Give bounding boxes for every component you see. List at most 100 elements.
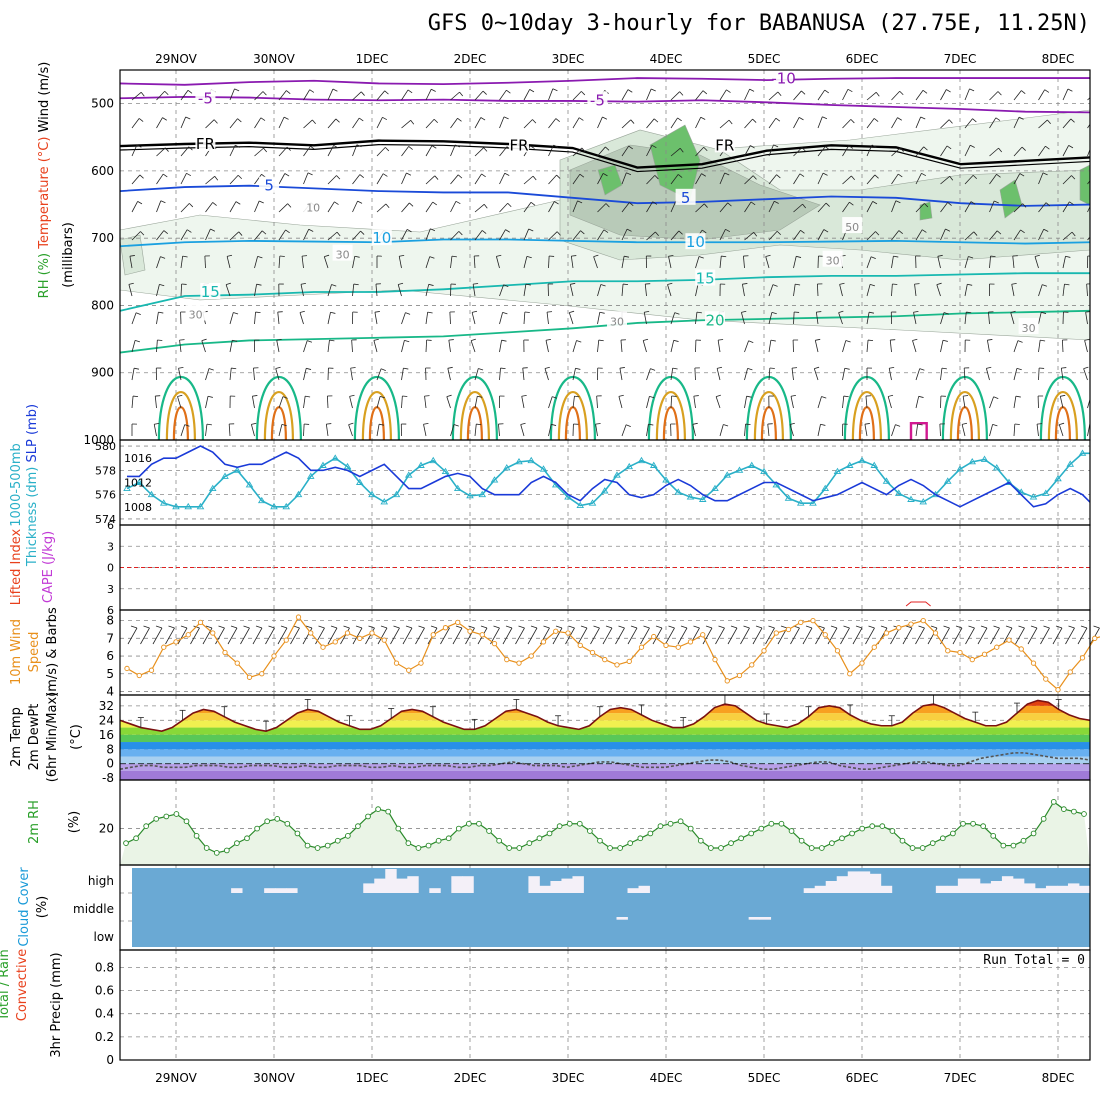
thickness-point [123, 484, 131, 492]
wind-barb-flag [1071, 231, 1076, 237]
thickness-point [1054, 474, 1062, 482]
cloud-mid-bar [759, 917, 772, 920]
wind-barb [498, 424, 500, 437]
rh-point [466, 820, 472, 827]
wind-barb [744, 340, 749, 353]
wind-barb [422, 453, 426, 464]
wind-barb [229, 118, 238, 129]
wind-barb-flag [261, 230, 267, 235]
thickness-point [968, 457, 977, 465]
wind-barb [989, 117, 997, 129]
wind-barb-flag [648, 423, 654, 426]
wind10m-barb [615, 627, 625, 645]
wind-barb [768, 340, 772, 353]
thickness-axis-title-1: 1000-500mb [9, 443, 24, 527]
wind10m-barb-flag [143, 625, 150, 629]
thickness-point [980, 455, 989, 462]
wind-barb-flag [749, 88, 755, 92]
wind-axis-title-2-part: Speed [27, 632, 42, 673]
wind-barb [937, 256, 941, 269]
wind-barb-flag [728, 119, 733, 125]
rh-point [425, 842, 432, 849]
wind-barb [1059, 396, 1064, 409]
rh-point [1030, 830, 1037, 837]
wind-barb [963, 368, 966, 381]
isotherm-label-bg [714, 136, 735, 153]
x-tick-label-top: 3DEC [552, 52, 585, 66]
wind-barb [986, 368, 990, 381]
wind-barb [425, 284, 430, 297]
y-tick-label-stability: 3 [107, 583, 114, 596]
thickness-point [478, 490, 487, 498]
cloud-mid-bar [616, 917, 628, 920]
wind-barb-flag [433, 118, 439, 124]
wind-barb [1062, 256, 1066, 269]
thickness-point [723, 471, 732, 478]
wind-barb-flag [600, 284, 606, 287]
wind10m-barb-flag [768, 625, 775, 629]
wind-barb [695, 312, 698, 325]
wind-barb-flag [1067, 88, 1073, 92]
wind-barb [842, 175, 852, 185]
wind-barb [178, 368, 182, 381]
wind-barb-flag [399, 255, 405, 257]
wind-barb [1038, 340, 1041, 353]
wind-barb [744, 368, 748, 381]
thickness-point [159, 499, 168, 506]
isotherm-label-bg [1018, 317, 1039, 334]
wind-barb [352, 230, 361, 241]
wind-barb-flag [307, 172, 313, 176]
wind10m-barb-flag [505, 625, 513, 629]
wind-barb-flag [374, 311, 380, 313]
wind-barb [597, 173, 604, 185]
wind10m-barb-flag [1005, 625, 1013, 629]
wind-barb-flag [544, 366, 550, 369]
isotherm-label-bg [705, 311, 725, 328]
wind-barb [842, 396, 845, 409]
thickness-point [441, 467, 450, 475]
rh-point [728, 840, 734, 846]
wind-barb-flag [849, 201, 854, 206]
wind10m-barb [415, 627, 425, 645]
rh-point [143, 823, 150, 829]
thickness-point [907, 495, 915, 502]
cloud-high-bar [814, 885, 827, 893]
wind10m-barb-flag [618, 625, 625, 629]
wind-barb-flag [309, 89, 315, 93]
rh-point [980, 823, 987, 829]
y-tick-label-thickness: 580 [95, 440, 116, 453]
wind-barb [278, 229, 286, 241]
wind-barb [156, 90, 165, 101]
cloud-level-label: middle [73, 902, 114, 916]
wind10m-barb-flag [455, 625, 463, 629]
wind-barb [499, 284, 504, 297]
wind-barb-flag [888, 394, 894, 397]
x-tick-label-bottom: 2DEC [454, 1071, 487, 1085]
y-tick-label-precip: 0.4 [95, 1007, 114, 1021]
wind-barb-flag [556, 231, 561, 236]
rh-point [254, 825, 260, 832]
isotherm-label-bg [607, 311, 627, 328]
wind10m-barb-flag [1030, 625, 1038, 629]
contour-magenta [909, 421, 928, 440]
wind-barb-flag [276, 339, 282, 341]
wind-barb [744, 424, 746, 437]
rh-point [223, 847, 230, 854]
cloud-high-bar [275, 888, 287, 893]
wind-barb [229, 368, 232, 381]
thickness-point [943, 477, 952, 484]
wind-barb-flag [775, 117, 781, 122]
rh-shade-region [597, 164, 623, 196]
wind10m-barb-flag [230, 625, 238, 629]
wind-barb-flag [427, 311, 433, 314]
isotherm-label-bg [695, 269, 716, 286]
wind-speed-point [736, 672, 743, 679]
wind-barb-flag [851, 175, 855, 181]
wind10m-barb-flag [930, 625, 938, 629]
wind-barb [254, 284, 257, 297]
wind-barb [376, 117, 383, 129]
cloud-high-bar [286, 888, 298, 893]
wind-barb-flag [177, 394, 183, 397]
wind-barb-flag [1042, 172, 1048, 176]
wind-barb [1013, 340, 1019, 353]
